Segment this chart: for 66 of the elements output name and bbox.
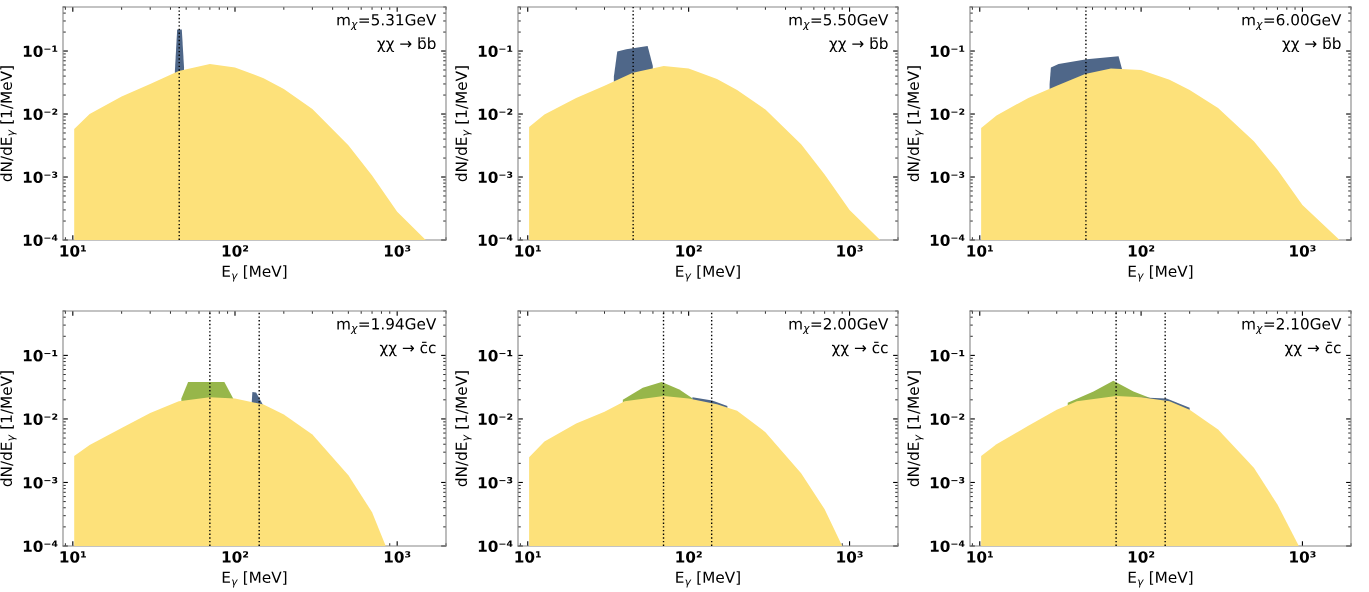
y-axis-title: dN/dE$_{γ}$ [1/MeV] <box>455 66 472 182</box>
x-axis-title: E$_{γ}$ [MeV] <box>1128 571 1193 588</box>
y-tick-label: 10⁻³ <box>478 476 513 489</box>
y-tick-label: 10⁻¹ <box>23 349 58 362</box>
annotation: χχ → c̄c <box>831 341 888 357</box>
x-axis-title: E$_{γ}$ [MeV] <box>676 265 740 282</box>
y-tick-label: 10⁻¹ <box>478 45 513 58</box>
annotation: χχ → b̄b <box>829 37 888 53</box>
x-axis-title: E$_{γ}$ [MeV] <box>1128 265 1193 282</box>
annotation: χχ → b̄b <box>377 37 436 53</box>
y-tick-label: 10⁻⁴ <box>930 234 965 247</box>
y-axis-title: dN/dE$_{γ}$ [1/MeV] <box>0 66 17 182</box>
y-tick-label: 10⁻³ <box>23 171 58 184</box>
annotation: χχ → c̄c <box>1284 341 1341 357</box>
y-tick-label: 10⁻¹ <box>930 349 965 362</box>
y-tick-label: 10⁻² <box>930 108 965 121</box>
y-axis-title: dN/dE$_{γ}$ [1/MeV] <box>0 371 17 487</box>
annotation: m$_{χ}$=6.00GeV <box>1242 13 1342 31</box>
x-tick-label: 10³ <box>1290 551 1316 563</box>
y-tick-label: 10⁻² <box>930 413 965 425</box>
annotation: m$_{χ}$=1.94GeV <box>337 318 437 335</box>
y-tick-label: 10⁻¹ <box>23 45 58 58</box>
y-tick-label: 10⁻² <box>23 108 58 121</box>
annotation: m$_{χ}$=5.31GeV <box>337 13 437 31</box>
x-tick-label: 10¹ <box>60 551 86 563</box>
y-tick-label: 10⁻³ <box>478 171 513 184</box>
x-axis-title: E$_{γ}$ [MeV] <box>222 265 287 282</box>
annotation: m$_{χ}$=2.00GeV <box>789 318 889 335</box>
x-tick-label: 10¹ <box>967 245 993 257</box>
x-tick-label: 10³ <box>837 245 863 257</box>
y-tick-label: 10⁻¹ <box>930 45 965 58</box>
x-tick-label: 10² <box>1128 551 1155 563</box>
y-tick-label: 10⁻⁴ <box>23 234 58 247</box>
annotation: m$_{χ}$=5.50GeV <box>789 13 889 31</box>
annotation: χχ → b̄b <box>1282 37 1341 53</box>
y-tick-label: 10⁻² <box>478 413 513 425</box>
y-axis-title: dN/dE$_{γ}$ [1/MeV] <box>907 371 924 487</box>
y-tick-label: 10⁻³ <box>930 171 965 184</box>
x-tick-label: 10¹ <box>60 245 86 257</box>
y-tick-label: 10⁻³ <box>930 476 965 489</box>
y-tick-label: 10⁻¹ <box>478 349 513 362</box>
x-tick-label: 10² <box>1128 245 1155 257</box>
x-tick-label: 10³ <box>1290 245 1316 257</box>
y-tick-label: 10⁻² <box>478 108 513 121</box>
x-tick-label: 10¹ <box>515 551 541 563</box>
x-tick-label: 10² <box>676 245 702 257</box>
y-tick-label: 10⁻⁴ <box>478 540 513 553</box>
x-tick-label: 10³ <box>384 245 411 257</box>
x-axis-title: E$_{γ}$ [MeV] <box>676 571 740 588</box>
x-tick-label: 10² <box>222 551 249 563</box>
x-tick-label: 10¹ <box>515 245 541 257</box>
x-tick-label: 10³ <box>384 551 411 563</box>
x-tick-label: 10¹ <box>967 551 993 563</box>
annotation: χχ → c̄c <box>379 341 436 357</box>
y-tick-label: 10⁻³ <box>23 476 58 489</box>
x-tick-label: 10² <box>222 245 249 257</box>
x-tick-label: 10² <box>676 551 702 563</box>
x-tick-label: 10³ <box>837 551 863 563</box>
x-axis-title: E$_{γ}$ [MeV] <box>222 571 287 588</box>
y-tick-label: 10⁻⁴ <box>23 540 58 553</box>
y-axis-title: dN/dE$_{γ}$ [1/MeV] <box>907 66 924 182</box>
annotation: m$_{χ}$=2.10GeV <box>1242 318 1342 335</box>
y-tick-label: 10⁻² <box>23 413 58 425</box>
y-axis-title: dN/dE$_{γ}$ [1/MeV] <box>455 371 472 487</box>
y-tick-label: 10⁻⁴ <box>930 540 965 553</box>
y-tick-label: 10⁻⁴ <box>478 234 513 247</box>
